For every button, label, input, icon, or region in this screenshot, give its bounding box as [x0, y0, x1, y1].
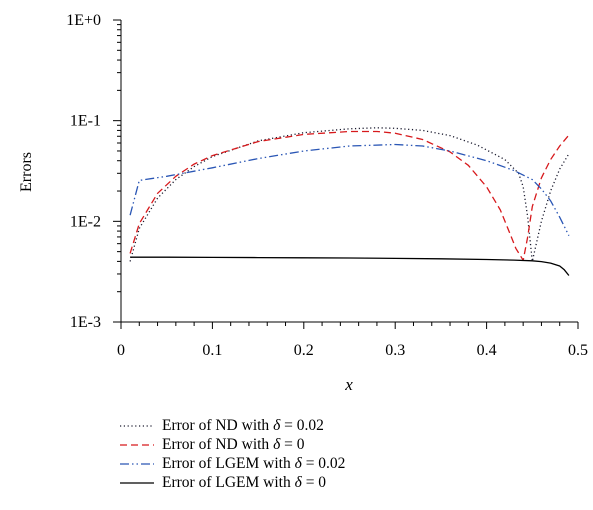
- legend-swatch: [120, 443, 154, 446]
- y-tick-label: 1E+0: [66, 12, 101, 29]
- legend-item: Error of ND with δ = 0.02: [118, 416, 345, 435]
- legend-label: Error of ND with δ = 0: [162, 435, 305, 453]
- legend-swatch: [120, 462, 154, 465]
- legend-swatch: [120, 481, 154, 484]
- y-tick-label: 1E-1: [70, 113, 101, 130]
- x-tick-label: 0.5: [568, 342, 588, 359]
- x-tick-label: 0.2: [294, 342, 314, 359]
- x-tick-label: 0.3: [385, 342, 405, 359]
- legend-label: Error of LGEM with δ = 0: [162, 473, 327, 491]
- legend-label: Error of ND with δ = 0.02: [162, 416, 324, 434]
- y-tick-label: 1E-2: [70, 213, 101, 230]
- legend-item: Error of ND with δ = 0: [118, 435, 345, 454]
- chart-canvas: 0 0.1 0.2 0.3 0.4 0.51E-31E-21E-11E+0 Errors …: [18, 12, 588, 394]
- x-axis-title: x: [344, 375, 353, 394]
- legend-label: Error of LGEM with δ = 0.02: [162, 454, 346, 472]
- legend-swatch: [120, 424, 154, 427]
- series-line-4: [130, 256, 570, 276]
- ticks: 0 0.1 0.2 0.3 0.4 0.5 1E-3 1E-2 1E-1 1E+0: [66, 12, 588, 359]
- y-tick-label: 1E-3: [70, 314, 101, 331]
- legend-item: Error of LGEM with δ = 0.02: [118, 454, 345, 473]
- axes: [120, 20, 578, 323]
- legend-item: Error of LGEM with δ = 0: [118, 473, 345, 492]
- series-line-1: [129, 127, 570, 263]
- plot-lines: [129, 127, 570, 276]
- y-axis-title: Errors: [18, 152, 35, 192]
- legend: Error of ND with δ = 0.02 Error of ND wit…: [118, 416, 345, 492]
- series-line-2: [129, 130, 570, 261]
- x-tick-label: 0: [117, 342, 125, 359]
- x-tick-label: 0.1: [202, 342, 222, 359]
- x-tick-label: 0.4: [477, 342, 497, 359]
- series-line-3: [129, 143, 570, 236]
